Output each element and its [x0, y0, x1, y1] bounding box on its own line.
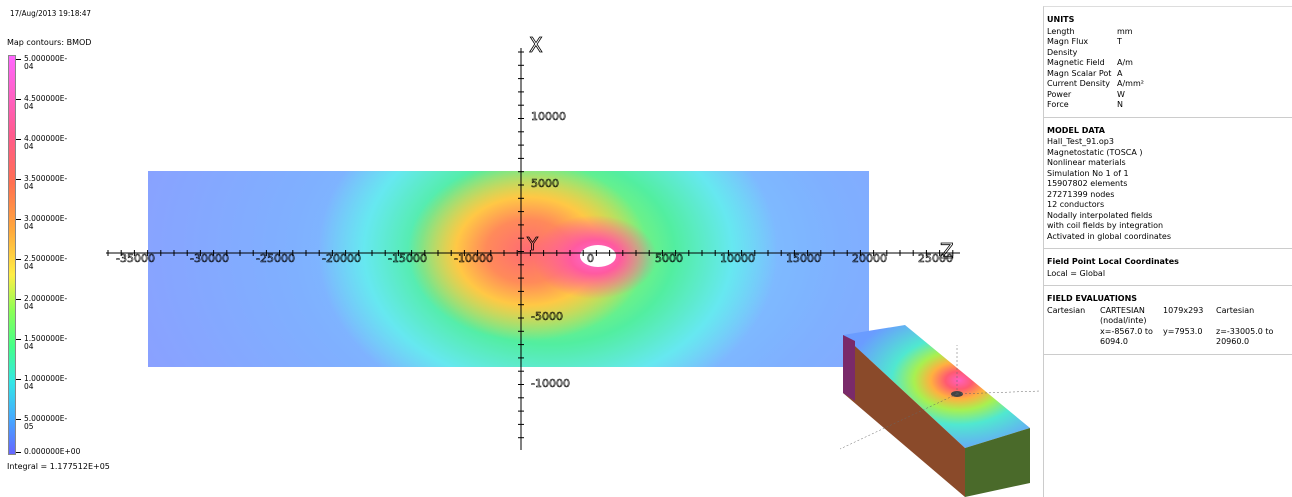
h-tick-label: 20000	[852, 252, 887, 265]
model-data-line: Nodally interpolated fields	[1047, 211, 1292, 222]
model-data-section: MODEL DATA Hall_Test_91.op3 Magnetostati…	[1044, 118, 1292, 250]
fe-cell: z=-33005.0 to 20960.0	[1216, 327, 1286, 348]
model-data-heading: MODEL DATA	[1047, 126, 1292, 137]
fe-cell: CARTESIAN (nodal/inte)	[1100, 306, 1160, 327]
h-tick-label: 0	[587, 252, 594, 265]
fe-cell: 1079x293	[1163, 306, 1213, 327]
unit-name: Magn Flux Density	[1047, 37, 1117, 58]
unit-value: T	[1117, 37, 1122, 58]
model-data-line: Magnetostatic (TOSCA )	[1047, 148, 1292, 159]
h-tick-label: -10000	[454, 252, 493, 265]
info-panel: UNITS Length mm Magn Flux Density T Magnet…	[1043, 6, 1292, 497]
unit-value: A/mm²	[1117, 79, 1144, 90]
model-end-face	[843, 335, 855, 401]
model-data-line: Hall_Test_91.op3	[1047, 137, 1292, 148]
h-tick-label: -15000	[388, 252, 427, 265]
unit-name: Magnetic Field	[1047, 58, 1117, 69]
units-heading: UNITS	[1047, 15, 1292, 26]
fe-cell: y=7953.0	[1163, 327, 1213, 348]
unit-name: Magn Scalar Pot	[1047, 69, 1117, 80]
unit-name: Force	[1047, 100, 1117, 111]
unit-name: Length	[1047, 27, 1117, 38]
fe-cell: x=-8567.0 to 6094.0	[1100, 327, 1160, 348]
unit-value: mm	[1117, 27, 1133, 38]
unit-value: A/m	[1117, 58, 1133, 69]
h-tick-label: 5000	[655, 252, 683, 265]
unit-value: A	[1117, 69, 1122, 80]
unit-name: Current Density	[1047, 79, 1117, 90]
local-coords-value: Local = Global	[1047, 269, 1292, 280]
h-tick-label: 10000	[720, 252, 755, 265]
v-tick-label: 5000	[531, 177, 559, 190]
field-evaluations-section: FIELD EVALUATIONS Cartesian CARTESIAN (n…	[1044, 286, 1292, 355]
local-coords-section: Field Point Local Coordinates Local = Gl…	[1044, 249, 1292, 286]
unit-name: Power	[1047, 90, 1117, 101]
fe-cell: Cartesian	[1047, 306, 1097, 327]
vertical-axis-label: X	[529, 33, 543, 57]
fe-cell: Cartesian	[1216, 306, 1286, 327]
model-data-line: with coil fields by integration	[1047, 221, 1292, 232]
model-data-line: Nonlinear materials	[1047, 158, 1292, 169]
v-tick-label: -5000	[531, 310, 563, 323]
model-data-line: 27271399 nodes	[1047, 190, 1292, 201]
unit-value: W	[1117, 90, 1125, 101]
h-tick-label: -20000	[322, 252, 361, 265]
unit-value: N	[1117, 100, 1123, 111]
v-tick-label: 10000	[531, 110, 566, 123]
v-tick-label: -10000	[531, 377, 570, 390]
model-data-line: Activated in global coordinates	[1047, 232, 1292, 243]
local-coords-heading: Field Point Local Coordinates	[1047, 257, 1292, 268]
model-data-line: Simulation No 1 of 1	[1047, 169, 1292, 180]
units-section: UNITS Length mm Magn Flux Density T Magnet…	[1044, 7, 1292, 118]
model-data-line: 15907802 elements	[1047, 179, 1292, 190]
origin-label: Y	[526, 234, 539, 255]
h-tick-label: 25000	[918, 252, 953, 265]
h-tick-label: -35000	[116, 252, 155, 265]
3d-model-view[interactable]	[835, 323, 1045, 497]
h-tick-label: -25000	[256, 252, 295, 265]
h-tick-label: 15000	[786, 252, 821, 265]
h-tick-label: -30000	[190, 252, 229, 265]
field-evaluations-heading: FIELD EVALUATIONS	[1047, 294, 1292, 305]
model-data-line: 12 conductors	[1047, 200, 1292, 211]
